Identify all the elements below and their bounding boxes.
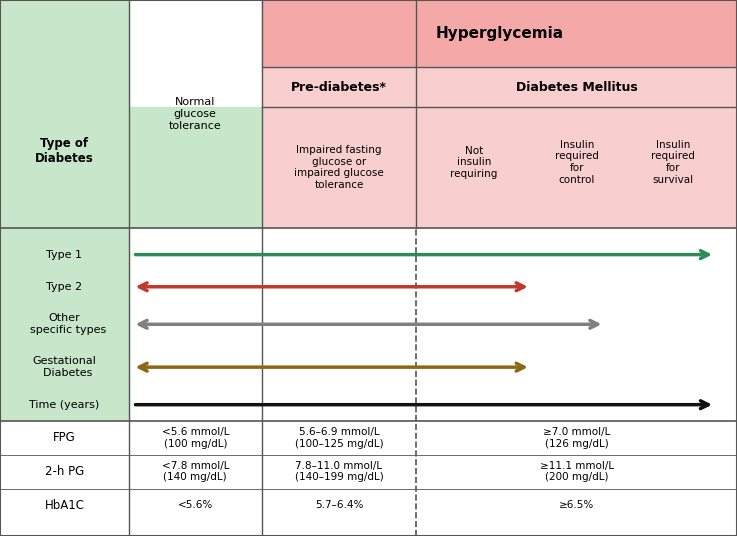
Text: Pre-diabetes*: Pre-diabetes* bbox=[291, 80, 387, 94]
Text: Insulin
required
for
survival: Insulin required for survival bbox=[651, 140, 695, 184]
Text: ≥11.1 mmol/L
(200 mg/dL): ≥11.1 mmol/L (200 mg/dL) bbox=[539, 461, 614, 482]
Text: 5.7–6.4%: 5.7–6.4% bbox=[315, 501, 363, 510]
Text: <7.8 mmol/L
(140 mg/dL): <7.8 mmol/L (140 mg/dL) bbox=[161, 461, 229, 482]
Text: Time (years): Time (years) bbox=[29, 400, 99, 410]
Text: FPG: FPG bbox=[53, 431, 76, 444]
Text: Type 2: Type 2 bbox=[46, 282, 83, 292]
Text: Type 1: Type 1 bbox=[46, 250, 83, 259]
Text: Insulin
required
for
control: Insulin required for control bbox=[555, 140, 598, 184]
Text: 5.6–6.9 mmol/L
(100–125 mg/dL): 5.6–6.9 mmol/L (100–125 mg/dL) bbox=[295, 427, 383, 449]
Text: ≥6.5%: ≥6.5% bbox=[559, 501, 594, 510]
Text: Type of
Diabetes: Type of Diabetes bbox=[35, 137, 94, 166]
Text: 7.8–11.0 mmol/L
(140–199 mg/dL): 7.8–11.0 mmol/L (140–199 mg/dL) bbox=[295, 461, 383, 482]
Text: Hyperglycemia: Hyperglycemia bbox=[436, 26, 563, 41]
Text: <5.6%: <5.6% bbox=[178, 501, 213, 510]
Text: <5.6 mmol/L
(100 mg/dL): <5.6 mmol/L (100 mg/dL) bbox=[161, 427, 229, 449]
Text: HbA1C: HbA1C bbox=[44, 499, 85, 512]
Text: Diabetes Mellitus: Diabetes Mellitus bbox=[516, 80, 638, 94]
Text: 2-h PG: 2-h PG bbox=[45, 465, 84, 478]
Text: ≥7.0 mmol/L
(126 mg/dL): ≥7.0 mmol/L (126 mg/dL) bbox=[543, 427, 610, 449]
Text: Gestational
  Diabetes: Gestational Diabetes bbox=[32, 356, 97, 378]
Text: Impaired fasting
glucose or
impaired glucose
tolerance: Impaired fasting glucose or impaired glu… bbox=[294, 145, 384, 190]
Text: Normal
glucose
tolerance: Normal glucose tolerance bbox=[169, 98, 222, 130]
Text: Other
  specific types: Other specific types bbox=[23, 314, 106, 335]
Text: Not
insulin
requiring: Not insulin requiring bbox=[450, 146, 497, 178]
